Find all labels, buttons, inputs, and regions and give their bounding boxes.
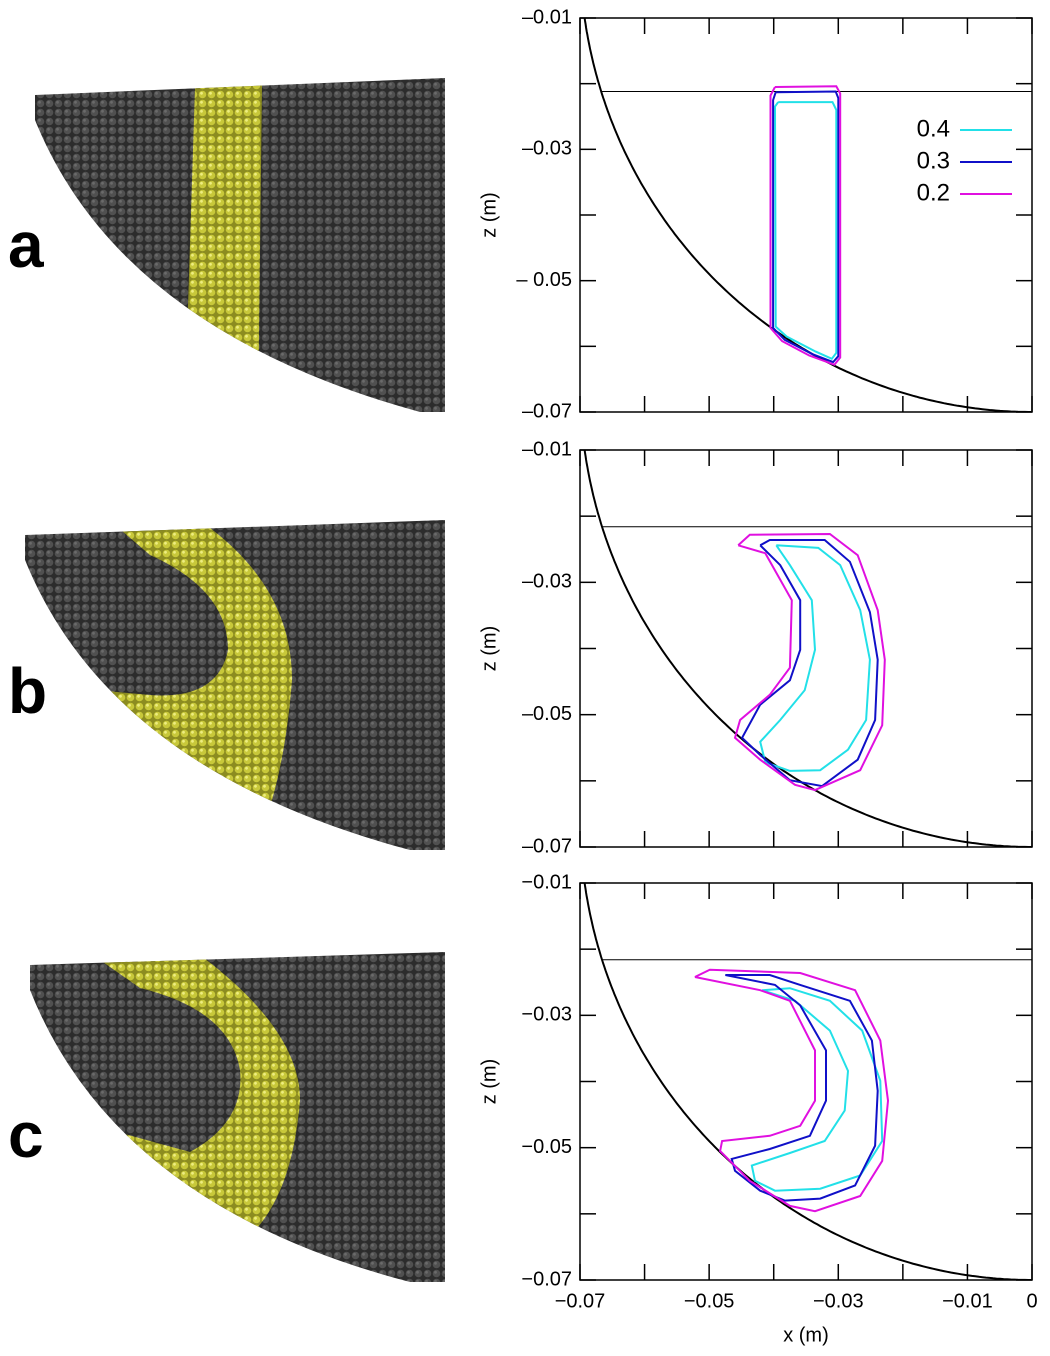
contour-line [740, 539, 879, 788]
legend-label: 0.2 [917, 179, 950, 206]
x-axis-label: x (m) [783, 1324, 829, 1346]
panel-label: b [8, 655, 47, 727]
drum-wall [583, 18, 1032, 412]
y-tick-label: – 0.05 [516, 269, 572, 291]
contour-line [725, 974, 879, 1202]
drum-wall [583, 883, 1032, 1280]
y-axis-label: z (m) [478, 626, 500, 672]
y-tick-label: –0.01 [522, 6, 572, 28]
contour-line [772, 90, 840, 364]
x-tick-label: −0.05 [684, 1290, 735, 1312]
x-tick-label: 0 [1026, 1290, 1037, 1312]
x-tick-label: −0.07 [555, 1290, 606, 1312]
legend-label: 0.4 [917, 115, 950, 142]
y-tick-label: −0.07 [521, 1268, 572, 1290]
y-tick-label: –0.07 [522, 835, 572, 857]
contour-line [750, 987, 884, 1192]
y-axis-label: z (m) [478, 192, 500, 238]
x-tick-label: −0.03 [813, 1290, 864, 1312]
plot-area [583, 450, 1032, 847]
particle-image [35, 78, 445, 412]
y-tick-label: −0.01 [521, 871, 572, 893]
y-tick-label: –0.07 [522, 400, 572, 422]
drum-wall [583, 450, 1032, 847]
y-tick-label: –0.05 [522, 703, 572, 725]
contour-line [733, 532, 886, 792]
legend-label: 0.3 [917, 147, 950, 174]
y-tick-label: –0.01 [522, 438, 572, 460]
contour-line [694, 968, 890, 1213]
contour-line [773, 101, 838, 361]
y-tick-label: −0.03 [521, 1004, 572, 1026]
plot: –0.01 –0.03 –0.05 –0.07 z (m) [478, 438, 1033, 857]
y-tick-label: –0.03 [522, 138, 572, 160]
plot: −0.07 −0.05 −0.03 −0.01 0 −0.01 −0.03 −0.05 −0.0… [478, 871, 1037, 1346]
plot: –0.01 –0.03 – 0.05 –0.07 z (m) 0.4 0.3 0.2 [478, 6, 1033, 422]
panel-label: a [8, 209, 44, 281]
contour-line [759, 544, 871, 772]
x-tick-label: −0.01 [942, 1290, 993, 1312]
y-tick-label: –0.03 [522, 571, 572, 593]
legend: 0.4 0.3 0.2 [917, 115, 1012, 206]
panel-label: c [8, 1099, 44, 1171]
particle-image [30, 952, 445, 1282]
y-axis-label: z (m) [478, 1059, 500, 1105]
plot-area [583, 883, 1032, 1280]
plot-frame [579, 882, 1033, 1281]
particle-image [25, 520, 445, 850]
y-tick-label: −0.05 [521, 1136, 572, 1158]
contour-line [769, 85, 842, 366]
plot-area [583, 18, 1032, 412]
